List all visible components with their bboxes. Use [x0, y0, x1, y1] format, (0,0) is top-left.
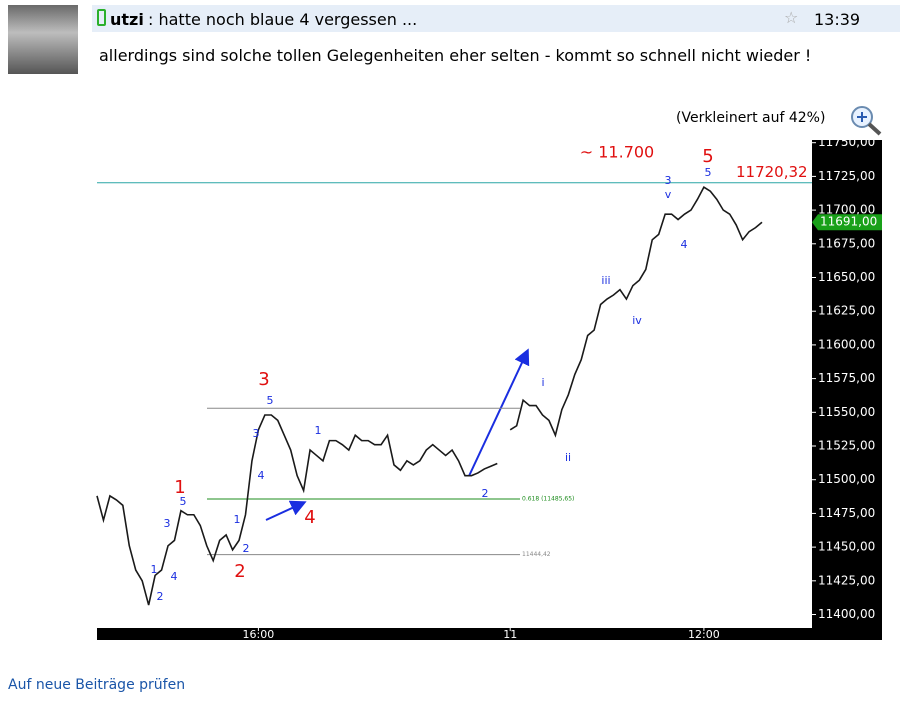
y-tick-label: 11600,00 [818, 337, 875, 351]
wave-label: 2 [482, 487, 489, 500]
wave-label: 3 [258, 369, 269, 390]
y-tick-label: 11625,00 [818, 304, 875, 318]
wave-label: 3 [665, 174, 672, 187]
post-time: 13:39 [814, 10, 861, 29]
arrow [265, 500, 307, 521]
arrow [468, 348, 530, 477]
x-axis-panel [97, 628, 882, 640]
refresh-link[interactable]: Auf neue Beiträge prüfen [8, 677, 186, 693]
x-tick-label: 16:00 [243, 628, 275, 641]
wave-label: 2 [243, 542, 250, 555]
last-price-box [812, 214, 882, 231]
wave-label: ~ 11.700 [580, 143, 654, 162]
x-tick-label: 12:00 [688, 628, 720, 641]
post-header: utzi : hatte noch blaue 4 vergessen ... … [92, 5, 900, 32]
y-tick-label: 11475,00 [818, 506, 875, 520]
wave-label: 1 [234, 513, 241, 526]
wave-label: iii [601, 274, 610, 287]
wave-label: 4 [681, 238, 688, 251]
wave-label: 1 [315, 424, 322, 437]
y-tick-label: 11575,00 [818, 371, 875, 385]
y-tick-label: 11650,00 [818, 270, 875, 284]
subject: : hatte noch blaue 4 vergessen ... [148, 10, 418, 29]
wave-label: 5 [180, 495, 187, 508]
level-label: 0.618 (11485,65) [522, 496, 574, 503]
zoom-icon[interactable] [848, 103, 884, 137]
wave-label: 3 [164, 517, 171, 530]
wave-label: 5 [702, 146, 713, 167]
y-tick-label: 11675,00 [818, 236, 875, 250]
wave-label: 1 [174, 477, 185, 498]
status-icon [97, 9, 106, 26]
wave-label: 1 [151, 563, 158, 576]
wave-label: 5 [267, 394, 274, 407]
wave-label: i [541, 376, 544, 389]
wave-label: 5 [705, 166, 712, 179]
zoom-note: (Verkleinert auf 42%) [676, 110, 826, 126]
wave-label: 2 [157, 590, 164, 603]
y-tick-label: 11525,00 [818, 439, 875, 453]
y-tick-label: 11725,00 [818, 169, 875, 183]
avatar [8, 5, 78, 74]
level-label: 11720,32 [736, 163, 808, 181]
x-tick-label: 11 [503, 628, 517, 641]
y-tick-label: 11750,00 [818, 135, 875, 149]
y-tick-label: 11425,00 [818, 573, 875, 587]
price-line [96, 186, 763, 606]
wave-label: 4 [258, 469, 265, 482]
post-text: allerdings sind solche tollen Gelegenhei… [99, 46, 812, 65]
y-tick-label: 11450,00 [818, 540, 875, 554]
author[interactable]: utzi [110, 10, 144, 29]
last-price-label: 11691,00 [820, 215, 877, 229]
wave-label: 4 [304, 507, 315, 528]
wave-label: 2 [234, 561, 245, 582]
wave-label: iv [632, 314, 642, 327]
wave-label: 4 [171, 570, 178, 583]
y-tick-label: 11400,00 [818, 607, 875, 621]
y-tick-label: 11700,00 [818, 203, 875, 217]
level-label: 11444,42 [522, 551, 551, 558]
star-icon[interactable]: ☆ [784, 8, 799, 27]
y-tick-label: 11550,00 [818, 405, 875, 419]
wave-label: v [665, 188, 672, 201]
wave-label: ii [565, 451, 571, 464]
y-tick-label: 11500,00 [818, 472, 875, 486]
wave-label: 3 [253, 427, 260, 440]
